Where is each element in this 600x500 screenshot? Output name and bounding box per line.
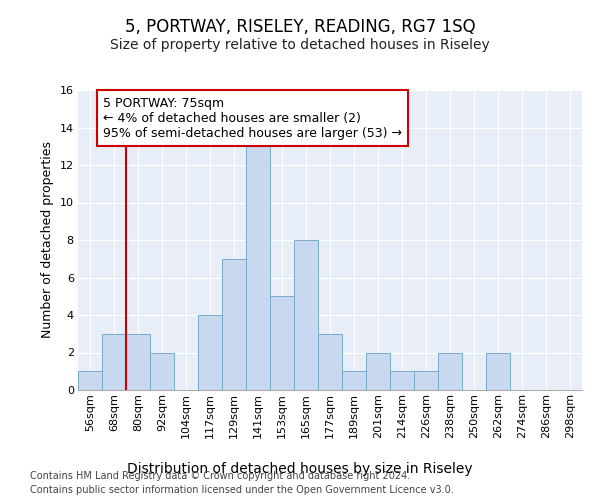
Text: Contains HM Land Registry data © Crown copyright and database right 2024.: Contains HM Land Registry data © Crown c…: [30, 471, 410, 481]
Bar: [366, 352, 390, 390]
Bar: [126, 334, 150, 390]
Bar: [270, 296, 294, 390]
Bar: [318, 334, 342, 390]
Bar: [78, 371, 102, 390]
Bar: [390, 371, 414, 390]
Bar: [342, 371, 366, 390]
Bar: [486, 352, 510, 390]
Y-axis label: Number of detached properties: Number of detached properties: [41, 142, 54, 338]
Bar: [414, 371, 438, 390]
Text: Distribution of detached houses by size in Riseley: Distribution of detached houses by size …: [127, 462, 473, 476]
Bar: [246, 146, 270, 390]
Bar: [294, 240, 318, 390]
Text: 5 PORTWAY: 75sqm
← 4% of detached houses are smaller (2)
95% of semi-detached ho: 5 PORTWAY: 75sqm ← 4% of detached houses…: [103, 96, 402, 140]
Bar: [438, 352, 462, 390]
Text: 5, PORTWAY, RISELEY, READING, RG7 1SQ: 5, PORTWAY, RISELEY, READING, RG7 1SQ: [125, 18, 475, 36]
Bar: [198, 315, 222, 390]
Bar: [150, 352, 174, 390]
Text: Size of property relative to detached houses in Riseley: Size of property relative to detached ho…: [110, 38, 490, 52]
Bar: [102, 334, 126, 390]
Bar: [222, 259, 246, 390]
Text: Contains public sector information licensed under the Open Government Licence v3: Contains public sector information licen…: [30, 485, 454, 495]
